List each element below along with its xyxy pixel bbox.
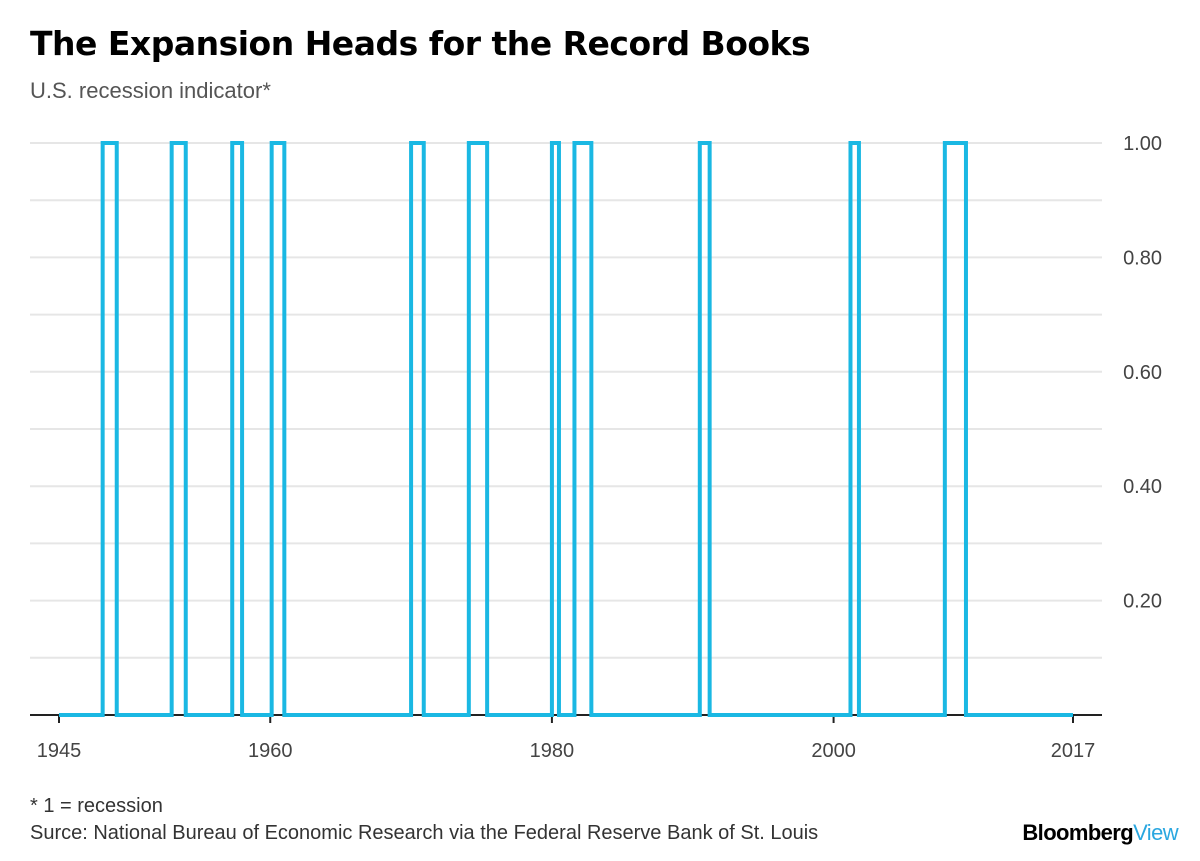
- x-tick-label: 2000: [811, 740, 856, 762]
- x-tick-label: 1960: [248, 740, 293, 762]
- y-tick-label: 0.60: [1123, 362, 1162, 384]
- bloomberg-view-logo: BloombergView: [1022, 820, 1178, 846]
- y-axis-ticks: 0.20 0.40 0.60 0.80 1.00: [1123, 133, 1162, 613]
- chart-subtitle: U.S. recession indicator*: [30, 78, 271, 103]
- brand-part2: View: [1133, 820, 1178, 845]
- x-axis-ticks: 1945 1960 1980 2000 2017: [37, 715, 1096, 762]
- y-tick-label: 0.80: [1123, 247, 1162, 269]
- y-tick-label: 1.00: [1123, 133, 1162, 155]
- y-tick-label: 0.40: [1123, 476, 1162, 498]
- x-tick-label: 1945: [37, 740, 82, 762]
- recession-chart: 0.20 0.40 0.60 0.80 1.00 1945 1960 1980 2000 201…: [30, 133, 1162, 762]
- y-tick-label: 0.20: [1123, 591, 1162, 613]
- brand-part1: Bloomberg: [1022, 820, 1134, 845]
- footnote: * 1 = recession: [30, 795, 163, 817]
- x-tick-label: 1980: [530, 740, 575, 762]
- chart-title: The Expansion Heads for the Record Books: [30, 24, 811, 63]
- x-tick-label: 2017: [1051, 740, 1096, 762]
- recession-indicator-line: [59, 141, 1073, 717]
- gridlines: [30, 142, 1102, 659]
- source-note: Surce: National Bureau of Economic Resea…: [30, 822, 819, 844]
